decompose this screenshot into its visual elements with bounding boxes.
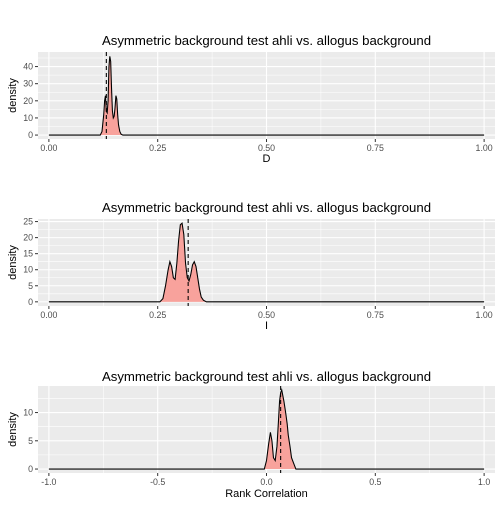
y-tick-label: 10 xyxy=(23,265,33,275)
x-tick-label: -1.0 xyxy=(41,477,56,487)
x-tick-label: 0.00 xyxy=(40,143,57,153)
x-tick-label: 0.75 xyxy=(367,143,384,153)
x-tick-label: 0.25 xyxy=(149,310,166,320)
x-tick-label: -0.5 xyxy=(150,477,165,487)
y-axis-label: density xyxy=(7,245,19,280)
y-tick-label: 30 xyxy=(23,79,33,89)
x-tick-label: 0.75 xyxy=(367,310,384,320)
x-axis-label: I xyxy=(265,320,268,332)
y-tick-label: 15 xyxy=(23,249,33,259)
y-tick-label: 5 xyxy=(28,281,33,291)
density-curve xyxy=(48,388,485,470)
y-tick-label: 20 xyxy=(23,233,33,243)
y-tick-label: 5 xyxy=(28,436,33,446)
x-tick-label: 0.00 xyxy=(40,310,57,320)
x-tick-label: 0.5 xyxy=(369,477,381,487)
y-tick-label: 0 xyxy=(28,297,33,307)
y-axis-label: density xyxy=(7,78,19,113)
x-tick-label: 1.00 xyxy=(476,310,493,320)
x-tick-label: 0.50 xyxy=(258,143,275,153)
density-panel-d: 0.00 0.25 0.50 0.75 1.00 0 10 20 30 40 Asymmetric … xyxy=(7,33,495,165)
density-panel-rank-correlation: -1.0 -0.5 0.0 0.5 1.0 0 5 10 Asymmetric backgrou… xyxy=(7,369,495,500)
chart-title: Asymmetric background test ahli vs. allo… xyxy=(102,369,431,384)
x-tick-label: 0.0 xyxy=(260,477,272,487)
x-tick-label: 0.25 xyxy=(149,143,166,153)
density-curve xyxy=(48,222,485,303)
x-tick-label: 0.50 xyxy=(258,310,275,320)
chart-title: Asymmetric background test ahli vs. allo… xyxy=(102,200,431,215)
x-tick-label: 1.0 xyxy=(478,477,490,487)
y-tick-label: 0 xyxy=(28,130,33,140)
y-tick-label: 0 xyxy=(28,464,33,474)
y-tick-label: 20 xyxy=(23,96,33,106)
y-tick-label: 10 xyxy=(23,408,33,418)
y-tick-label: 25 xyxy=(23,217,33,227)
y-tick-label: 40 xyxy=(23,62,33,72)
chart-title: Asymmetric background test ahli vs. allo… xyxy=(102,33,431,48)
density-panel-i: 0.00 0.25 0.50 0.75 1.00 0 5 10 15 20 25 Asymmetric… xyxy=(7,200,495,332)
x-axis-label: Rank Correlation xyxy=(225,488,308,500)
y-axis-label: density xyxy=(7,412,19,447)
x-tick-label: 1.00 xyxy=(476,143,493,153)
x-axis-label: D xyxy=(263,153,271,165)
y-tick-label: 10 xyxy=(23,113,33,123)
density-curve xyxy=(48,56,485,136)
